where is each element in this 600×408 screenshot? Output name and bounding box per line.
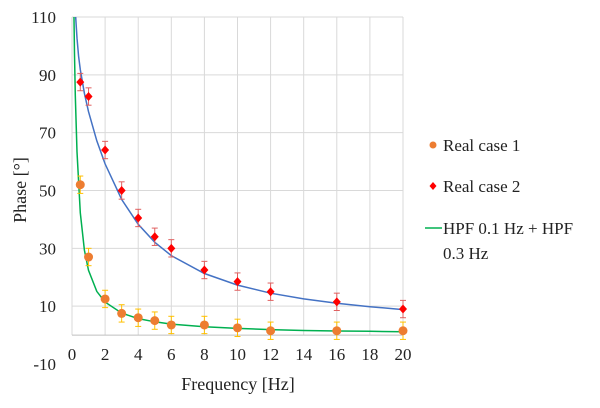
data-point-real-case-1 [100, 294, 110, 304]
x-tick-label: 12 [262, 345, 279, 364]
data-point-real-case-1 [398, 326, 408, 336]
y-tick-label: 70 [39, 124, 56, 143]
legend-label-real-case-2: Real case 2 [443, 177, 520, 196]
model-curve-2 [74, 17, 403, 311]
data-point-real-case-2 [101, 145, 110, 155]
x-tick-label: 8 [200, 345, 209, 364]
data-point-real-case-2 [76, 77, 85, 87]
data-point-real-case-2 [233, 277, 242, 287]
data-point-real-case-2 [200, 265, 209, 275]
data-point-real-case-1 [133, 313, 143, 323]
hpf-model-curve [73, 17, 403, 333]
x-tick-label: 10 [229, 345, 246, 364]
y-axis-label: Phase [°] [10, 157, 30, 223]
data-point-real-case-1 [84, 252, 94, 262]
x-tick-label: 20 [395, 345, 412, 364]
x-tick-labels: 0 2 4 6 8 10 12 14 16 18 20 [68, 345, 412, 364]
data-points [75, 72, 408, 340]
data-point-real-case-2 [332, 297, 341, 307]
data-point-real-case-2 [117, 186, 126, 195]
data-point-real-case-2 [134, 213, 143, 223]
x-tick-label: 2 [101, 345, 110, 364]
data-point-real-case-2 [266, 287, 275, 297]
legend-label-hpf-line1: HPF 0.1 Hz + HPF [443, 219, 573, 238]
y-tick-label: 10 [39, 297, 56, 316]
x-tick-label: 14 [295, 345, 313, 364]
data-point-real-case-1 [233, 323, 242, 333]
legend-marker-real-case-2 [429, 182, 437, 190]
y-tick-label: -10 [33, 355, 56, 374]
data-point-real-case-2 [167, 243, 176, 253]
data-point-real-case-2 [399, 304, 407, 314]
data-point-real-case-1 [199, 320, 209, 330]
legend-label-real-case-1: Real case 1 [443, 136, 520, 155]
legend-label-hpf-line2: 0.3 Hz [443, 244, 489, 263]
y-tick-label: 110 [31, 8, 56, 27]
y-tick-label: 30 [39, 239, 56, 258]
legend-marker-real-case-1 [429, 141, 437, 149]
data-point-real-case-1 [266, 326, 276, 336]
data-point-real-case-1 [117, 308, 127, 318]
data-point-real-case-1 [166, 320, 176, 330]
data-point-real-case-2 [84, 92, 93, 102]
y-tick-labels: -10 10 30 50 70 90 110 [31, 8, 56, 374]
x-tick-label: 0 [68, 345, 77, 364]
data-point-real-case-1 [150, 316, 160, 326]
x-tick-label: 6 [167, 345, 176, 364]
legend: Real case 1 Real case 2 HPF 0.1 Hz + HPF… [425, 136, 573, 263]
x-axis-label: Frequency [Hz] [181, 374, 294, 394]
data-point-real-case-1 [332, 326, 342, 336]
y-tick-label: 50 [39, 182, 56, 201]
data-point-real-case-1 [75, 180, 85, 190]
y-tick-label: 90 [39, 66, 56, 85]
x-tick-label: 18 [361, 345, 378, 364]
data-point-real-case-2 [150, 232, 159, 242]
x-tick-label: 16 [328, 345, 345, 364]
x-tick-label: 4 [134, 345, 143, 364]
